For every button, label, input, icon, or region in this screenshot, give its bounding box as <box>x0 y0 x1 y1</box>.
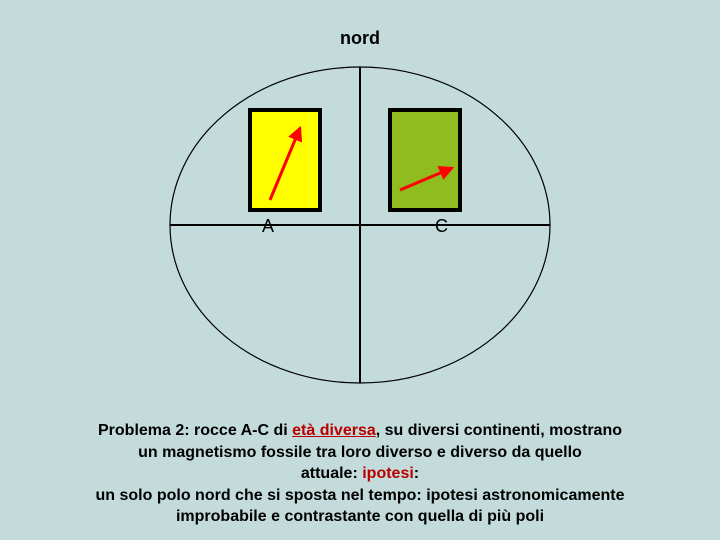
box-label-a: A <box>262 216 274 236</box>
diagram: AC <box>0 50 720 390</box>
caption-text: Problema 2: rocce A-C di età diversa, su… <box>0 420 720 528</box>
caption-l3-word: ipotesi <box>362 465 414 482</box>
north-label: nord <box>0 28 720 49</box>
box-label-c: C <box>435 216 448 236</box>
caption-highlight: età diversa <box>292 422 376 439</box>
caption-l3-post: : <box>414 465 419 482</box>
caption-l1-post: , su diversi continenti, mostrano <box>376 422 622 439</box>
caption-l5: improbabile e contrastante con quella di… <box>176 508 544 525</box>
caption-l2: un magnetismo fossile tra loro diverso e… <box>138 444 582 461</box>
caption-l4: un solo polo nord che si sposta nel temp… <box>96 487 625 504</box>
caption-l1-pre: Problema 2: rocce A-C di <box>98 422 292 439</box>
caption-l3-pre: attuale: <box>301 465 362 482</box>
